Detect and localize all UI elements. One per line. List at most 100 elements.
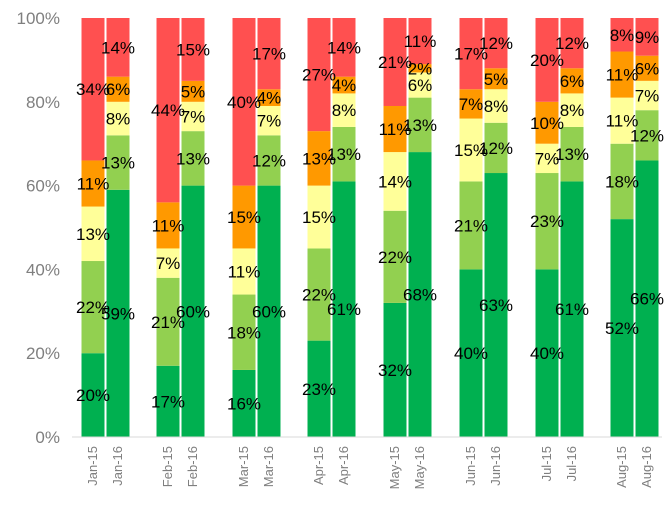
bar-segment: [408, 97, 432, 153]
bar-segment: [408, 72, 432, 98]
data-label: 18%: [605, 172, 639, 191]
bar-segment: [307, 248, 331, 341]
bar-segment: [459, 118, 483, 182]
bar-segment: [408, 152, 432, 437]
x-tick-label: Feb-15: [160, 446, 175, 487]
bar-segment: [181, 80, 205, 102]
data-label: 11%: [77, 175, 110, 194]
data-label: 4%: [332, 76, 357, 95]
bar-segment: [560, 181, 584, 437]
data-label: 61%: [555, 300, 589, 319]
bar-segment: [484, 173, 508, 437]
bar-segment: [156, 277, 180, 366]
bar-segment: [484, 68, 508, 90]
data-label: 34%: [76, 80, 110, 99]
data-label: 7%: [181, 107, 206, 126]
data-label: 21%: [151, 313, 185, 332]
bar-segment: [332, 76, 356, 94]
bar-segment: [635, 55, 659, 81]
data-label: 6%: [635, 59, 660, 78]
data-label: 13%: [76, 225, 110, 244]
bar-segment: [81, 261, 105, 354]
bar-segment: [535, 173, 559, 270]
data-label: 40%: [227, 93, 261, 112]
bar-segment: [610, 18, 634, 52]
x-tick-label: Apr-16: [336, 446, 351, 485]
bar-segment: [408, 64, 432, 73]
data-label: 22%: [302, 286, 336, 305]
bar-segment: [535, 18, 559, 102]
data-label: 61%: [327, 300, 361, 319]
data-label: 23%: [530, 212, 564, 231]
bar-segment: [459, 181, 483, 270]
data-label: 14%: [378, 172, 412, 191]
data-label: 14%: [101, 38, 135, 57]
bar-segment: [383, 302, 407, 437]
bar-segment: [383, 18, 407, 106]
data-label: 7%: [535, 149, 560, 168]
data-label: 7%: [156, 254, 181, 273]
x-axis: Jan-15 Jan-16 Feb-15 Feb-16 Mar-15 Mar-16 Apr-…: [72, 436, 662, 489]
bar-segment: [156, 18, 180, 203]
bar-segment: [484, 18, 508, 69]
bar-segment: [459, 269, 483, 437]
data-label: 17%: [252, 45, 286, 64]
bar-segment: [535, 101, 559, 144]
data-label: 13%: [176, 149, 210, 168]
data-labels-layer: 20%22%13%11%34%59%13%8%6%14%17%21%7%11%4…: [76, 26, 664, 414]
y-tick-label: 20%: [26, 344, 60, 363]
bar-segment: [181, 18, 205, 81]
x-tick-label: Aug-15: [614, 446, 629, 488]
bar-segment: [181, 101, 205, 132]
bar-segment: [635, 18, 659, 56]
data-label: 20%: [530, 51, 564, 70]
bar-segment: [156, 365, 180, 437]
data-label: 32%: [378, 361, 412, 380]
bar-segment: [459, 89, 483, 119]
bars-layer: [81, 18, 659, 437]
x-tick-label: Jul-16: [564, 446, 579, 481]
bar-segment: [635, 160, 659, 437]
x-tick-label: Mar-15: [236, 446, 251, 487]
bar-segment: [181, 131, 205, 186]
bar-segment: [307, 185, 331, 249]
bar-segment: [383, 152, 407, 211]
bar-segment: [560, 18, 584, 69]
bar-segment: [459, 18, 483, 90]
data-label: 7%: [459, 95, 484, 114]
bar-segment: [560, 93, 584, 127]
bar-segment: [181, 185, 205, 437]
bar-segment: [106, 189, 130, 437]
data-label: 4%: [257, 89, 282, 108]
bar-segment: [560, 126, 584, 182]
bar-segment: [383, 105, 407, 153]
data-label: 8%: [106, 110, 131, 129]
bar-segment: [106, 135, 130, 190]
bar-segment: [81, 353, 105, 437]
bar-segment: [156, 248, 180, 278]
bar-segment: [307, 18, 331, 132]
bar-segment: [560, 68, 584, 94]
data-label: 27%: [302, 66, 336, 85]
bar-segment: [535, 143, 559, 174]
data-label: 12%: [479, 34, 513, 53]
data-label: 17%: [454, 45, 488, 64]
data-label: 23%: [302, 380, 336, 399]
data-label: 6%: [106, 80, 131, 99]
data-label: 15%: [302, 208, 336, 227]
x-tick-label: Jun-15: [463, 446, 478, 486]
data-label: 20%: [76, 386, 110, 405]
bar-segment: [81, 160, 105, 207]
data-label: 8%: [610, 26, 635, 45]
bar-segment: [257, 18, 281, 90]
bar-segment: [156, 202, 180, 249]
data-label: 9%: [635, 28, 660, 47]
data-label: 21%: [454, 216, 488, 235]
data-label: 13%: [555, 145, 589, 164]
data-label: 11%: [404, 32, 437, 51]
data-label: 60%: [252, 302, 286, 321]
x-tick-label: Jan-16: [110, 446, 125, 486]
bar-segment: [635, 80, 659, 111]
